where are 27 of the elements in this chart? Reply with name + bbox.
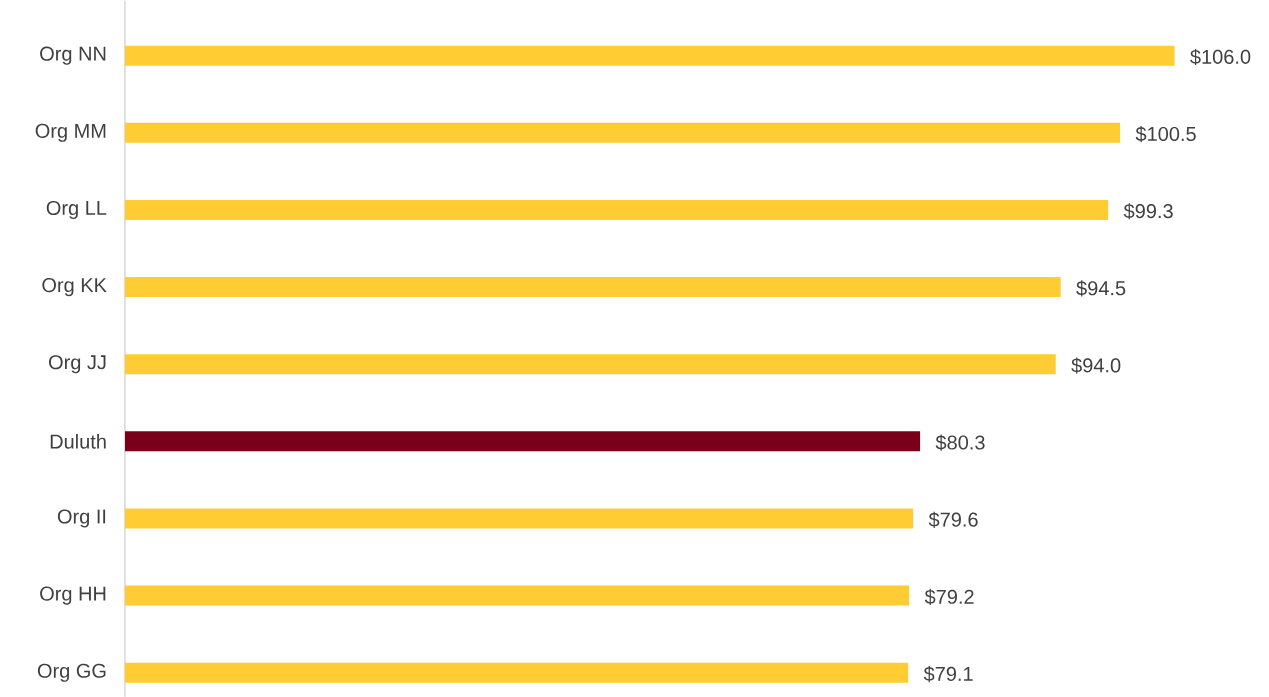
y-tick-label: Org HH xyxy=(40,586,106,605)
y-tick-label: Org LL xyxy=(46,200,107,219)
data-label: $79.1 xyxy=(923,665,973,683)
data-label: $79.2 xyxy=(924,588,974,605)
bar xyxy=(125,662,909,683)
y-tick-label: Org NN xyxy=(40,46,106,65)
bar xyxy=(125,45,1175,66)
bar xyxy=(125,431,921,452)
y-tick-label: Org MM xyxy=(35,123,106,142)
bar xyxy=(125,199,1109,220)
bar xyxy=(125,122,1121,143)
y-tick-label: Org KK xyxy=(42,277,107,296)
data-label: $100.5 xyxy=(1135,125,1196,143)
data-label: $94.0 xyxy=(1071,357,1121,374)
bar xyxy=(125,354,1056,375)
y-tick-label: Org II xyxy=(57,509,106,528)
data-label: $79.6 xyxy=(928,511,978,528)
y-tick-label: Org GG xyxy=(37,663,106,682)
bar xyxy=(125,508,914,529)
bar xyxy=(125,585,910,606)
data-label: $99.3 xyxy=(1123,203,1173,220)
data-label: $80.3 xyxy=(935,434,985,451)
data-label: $94.5 xyxy=(1076,280,1126,297)
y-tick-label: Org JJ xyxy=(49,355,106,374)
y-tick-label: Duluth xyxy=(50,433,106,449)
bar xyxy=(125,276,1061,297)
data-label: $106.0 xyxy=(1190,48,1251,65)
